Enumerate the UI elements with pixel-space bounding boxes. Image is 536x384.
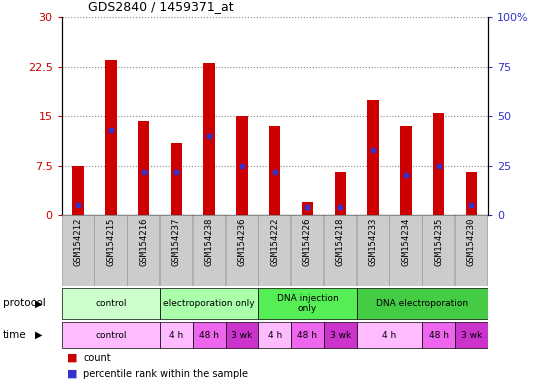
- Text: GSM154234: GSM154234: [401, 217, 411, 266]
- Bar: [367, 100, 379, 215]
- Bar: [356, 288, 488, 319]
- Bar: [356, 322, 422, 348]
- Bar: [455, 322, 488, 348]
- Text: electroporation only: electroporation only: [163, 299, 255, 308]
- Bar: [258, 288, 356, 319]
- Text: 4 h: 4 h: [382, 331, 397, 339]
- Bar: [193, 322, 226, 348]
- Text: GSM154216: GSM154216: [139, 217, 148, 266]
- Text: GSM154226: GSM154226: [303, 217, 312, 266]
- Text: 4 h: 4 h: [169, 331, 183, 339]
- Bar: [291, 322, 324, 348]
- Bar: [400, 126, 412, 215]
- Text: GSM154233: GSM154233: [369, 217, 377, 266]
- Bar: [236, 116, 248, 215]
- Text: 3 wk: 3 wk: [232, 331, 252, 339]
- Bar: [72, 166, 84, 215]
- Bar: [291, 215, 323, 286]
- Bar: [127, 215, 159, 286]
- Bar: [94, 215, 126, 286]
- Bar: [160, 215, 192, 286]
- Bar: [160, 288, 258, 319]
- Bar: [62, 215, 94, 286]
- Bar: [390, 215, 421, 286]
- Text: 3 wk: 3 wk: [330, 331, 351, 339]
- Bar: [226, 322, 258, 348]
- Text: 48 h: 48 h: [297, 331, 317, 339]
- Text: control: control: [95, 299, 126, 308]
- Bar: [422, 322, 455, 348]
- Bar: [170, 142, 182, 215]
- Text: percentile rank within the sample: percentile rank within the sample: [83, 369, 248, 379]
- Text: GSM154238: GSM154238: [205, 217, 214, 266]
- Bar: [62, 288, 160, 319]
- Text: GSM154212: GSM154212: [73, 217, 83, 266]
- Text: GSM154236: GSM154236: [237, 217, 247, 266]
- Text: DNA injection
only: DNA injection only: [277, 294, 338, 313]
- Text: GDS2840 / 1459371_at: GDS2840 / 1459371_at: [88, 0, 234, 13]
- Bar: [193, 215, 225, 286]
- Bar: [226, 215, 258, 286]
- Bar: [302, 202, 313, 215]
- Text: 48 h: 48 h: [199, 331, 219, 339]
- Text: 4 h: 4 h: [267, 331, 282, 339]
- Text: 48 h: 48 h: [429, 331, 449, 339]
- Text: GSM154235: GSM154235: [434, 217, 443, 266]
- Bar: [105, 60, 116, 215]
- Bar: [203, 63, 215, 215]
- Bar: [269, 126, 280, 215]
- Text: GSM154230: GSM154230: [467, 217, 476, 266]
- Bar: [258, 322, 291, 348]
- Text: count: count: [83, 353, 111, 363]
- Bar: [433, 113, 444, 215]
- Text: 3 wk: 3 wk: [461, 331, 482, 339]
- Bar: [422, 215, 455, 286]
- Bar: [160, 322, 193, 348]
- Text: GSM154237: GSM154237: [172, 217, 181, 266]
- Bar: [324, 215, 356, 286]
- Text: ▶: ▶: [35, 330, 42, 340]
- Bar: [138, 121, 150, 215]
- Text: DNA electroporation: DNA electroporation: [376, 299, 468, 308]
- Text: protocol: protocol: [3, 298, 46, 308]
- Text: GSM154215: GSM154215: [106, 217, 115, 266]
- Text: GSM154222: GSM154222: [270, 217, 279, 266]
- Text: ▶: ▶: [35, 298, 42, 308]
- Bar: [62, 322, 160, 348]
- Text: ■: ■: [67, 353, 78, 363]
- Bar: [334, 172, 346, 215]
- Bar: [466, 172, 477, 215]
- Text: time: time: [3, 330, 26, 340]
- Bar: [324, 322, 356, 348]
- Text: GSM154218: GSM154218: [336, 217, 345, 266]
- Bar: [455, 215, 487, 286]
- Text: control: control: [95, 331, 126, 339]
- Bar: [258, 215, 291, 286]
- Text: ■: ■: [67, 369, 78, 379]
- Bar: [356, 215, 389, 286]
